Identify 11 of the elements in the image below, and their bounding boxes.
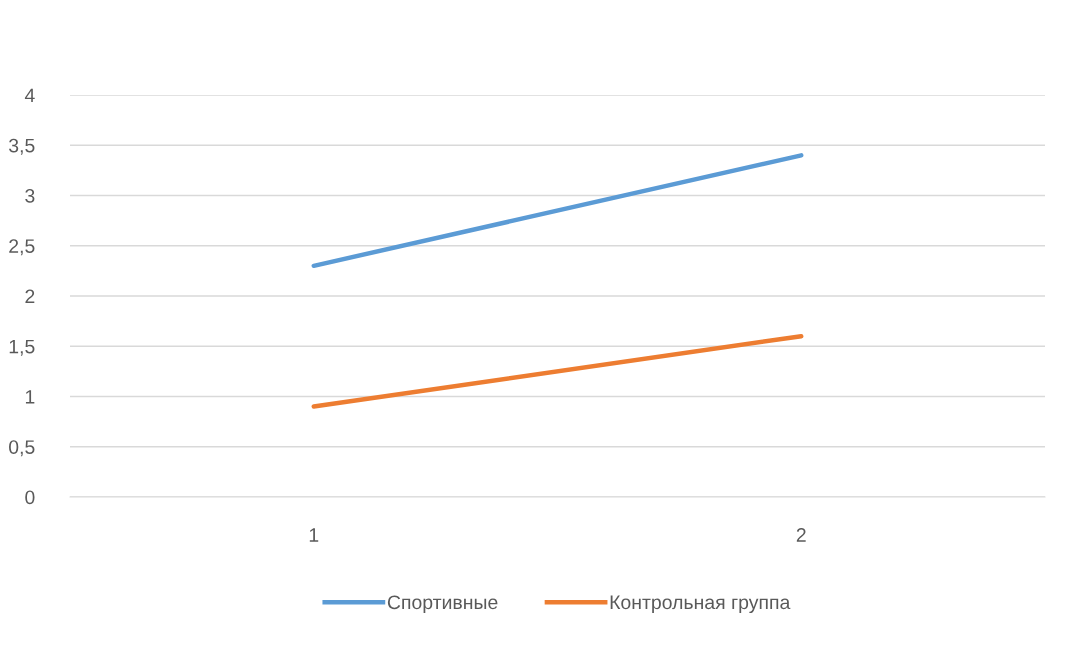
y-tick-label: 2,5 [9, 239, 35, 256]
y-tick-label: 3 [25, 188, 35, 203]
y-tick-label: 1 [25, 390, 35, 404]
y-tick-label: 0 [25, 490, 35, 505]
y-tick-label: 1,5 [9, 339, 35, 356]
legend-label: Контрольная группа [610, 595, 791, 614]
legend-label: Спортивные [387, 595, 498, 614]
y-tick-label: 0,5 [9, 440, 35, 457]
y-tick-label: 3,5 [8, 138, 35, 155]
y-tick-label: 4 [24, 88, 35, 103]
y-tick-label: 2 [25, 289, 35, 304]
